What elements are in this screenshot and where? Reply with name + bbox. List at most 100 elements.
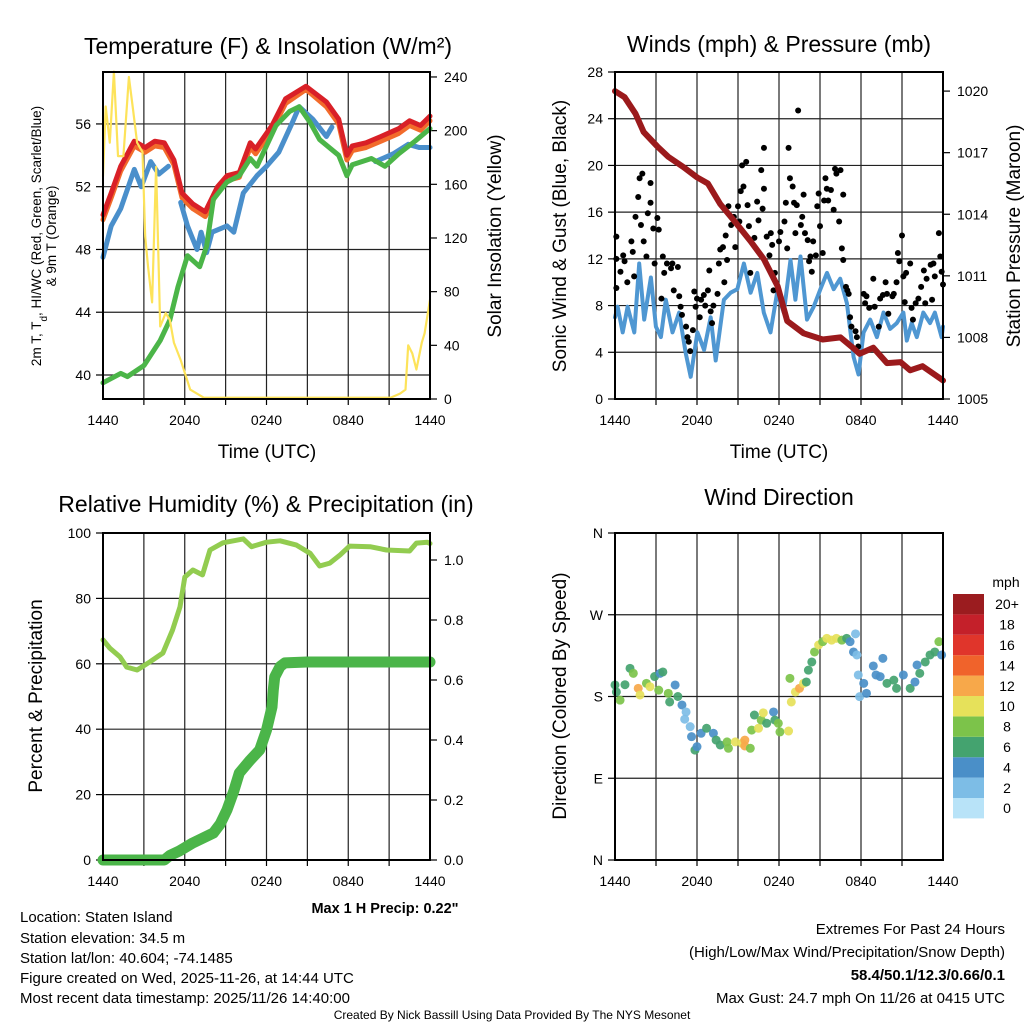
- x-tick-label: 1440: [927, 412, 958, 428]
- wind-direction-point: [934, 637, 944, 647]
- colorbar-swatch: [953, 696, 984, 717]
- gust-point: [631, 273, 638, 280]
- x-tick-label: 2040: [681, 873, 712, 889]
- right-y-tick-label: 120: [444, 230, 468, 246]
- gust-point: [769, 241, 776, 248]
- x-tick-label: 0240: [763, 873, 794, 889]
- gust-point: [863, 293, 870, 300]
- gust-point: [804, 237, 811, 244]
- gust-point: [696, 314, 703, 321]
- wind-direction-point: [845, 637, 855, 647]
- colorbar-label: 0: [1003, 800, 1011, 816]
- wind-direction-point: [859, 678, 869, 688]
- gust-point: [744, 202, 751, 209]
- info-elevation: Station elevation: 34.5 m: [20, 930, 185, 947]
- y-tick-label: E: [594, 770, 603, 786]
- gust-point: [650, 225, 657, 232]
- gust-point: [683, 323, 690, 330]
- info-recent-timestamp: Most recent data timestamp: 2025/11/26 1…: [20, 990, 350, 1007]
- wind-direction-point: [715, 740, 725, 750]
- gust-point: [676, 293, 683, 300]
- wind-direction-point: [749, 710, 759, 720]
- gust-point: [912, 300, 919, 307]
- gust-point: [806, 258, 813, 265]
- x-tick-label: 0840: [845, 873, 876, 889]
- gust-point: [862, 300, 869, 307]
- gust-point: [799, 213, 806, 220]
- station-info: Location: Staten Island Station elevatio…: [20, 909, 354, 1007]
- gust-point: [735, 203, 741, 210]
- right-y-tick-label: 0.4: [444, 732, 464, 748]
- wind-direction-point: [775, 727, 785, 737]
- gust-point: [907, 260, 914, 267]
- x-tick-label: 0840: [333, 412, 364, 428]
- gust-point: [674, 264, 681, 271]
- wind-direction-point: [730, 737, 740, 747]
- gust-point: [714, 290, 721, 297]
- gust-point: [931, 273, 938, 280]
- gust-point: [822, 175, 829, 182]
- extremes-info: Extremes For Past 24 Hours (High/Low/Max…: [689, 921, 1005, 1007]
- wind-direction-point: [852, 650, 862, 660]
- gust-point: [709, 320, 716, 327]
- gust-point: [620, 252, 627, 259]
- gust-point: [871, 303, 878, 310]
- colorbar-title: mph: [992, 574, 1019, 590]
- gust-point: [920, 267, 927, 274]
- gust-point: [908, 304, 915, 311]
- wind-direction-point: [685, 722, 695, 732]
- gust-point: [707, 308, 714, 315]
- x-tick-label: 2040: [169, 412, 200, 428]
- speed-colorbar: 0 2 4 6 8 10 12 14 16 18 20+: [953, 594, 1019, 819]
- gust-point: [840, 257, 847, 264]
- y-tick-label: 44: [75, 304, 91, 320]
- wind-direction-panel-title: Wind Direction: [704, 484, 854, 510]
- gust-point: [893, 279, 900, 286]
- x-tick-label: 0840: [333, 873, 364, 889]
- insolation-right-axis-title: Solar Insolation (Yellow): [485, 134, 506, 337]
- y-tick-label: 40: [75, 721, 91, 737]
- humidity-left-axis-title: Percent & Precipitation: [26, 599, 47, 792]
- max-gust: Max Gust: 24.7 mph On 11/26 at 0415 UTC: [716, 990, 1005, 1007]
- wind-direction-point: [658, 667, 668, 677]
- wind-direction-point: [920, 657, 930, 667]
- wind-direction-point: [803, 665, 813, 675]
- wind-direction-point: [628, 668, 638, 678]
- y-tick-label: 20: [75, 787, 91, 803]
- wind-direction-point: [853, 670, 863, 680]
- gust-point: [700, 292, 707, 299]
- gust-point: [812, 252, 819, 259]
- gust-point: [760, 185, 767, 192]
- y-tick-label: 8: [595, 298, 603, 314]
- gust-point: [845, 290, 852, 297]
- gust-point: [853, 334, 860, 341]
- colorbar-swatch: [953, 798, 984, 819]
- right-y-tick-label: 0.8: [444, 612, 464, 628]
- colorbar-label: 10: [999, 698, 1015, 714]
- x-tick-label: 0240: [251, 412, 282, 428]
- gust-point: [847, 314, 854, 321]
- wind-direction-point: [681, 707, 691, 717]
- right-y-tick-label: 80: [444, 284, 460, 300]
- colorbar-swatch: [953, 594, 984, 615]
- x-tick-label: 0240: [251, 873, 282, 889]
- wind-direction-point: [851, 629, 861, 639]
- wind-direction-point: [702, 723, 712, 733]
- x-tick-label: 1440: [87, 412, 118, 428]
- colorbar-label: 2: [1003, 780, 1011, 796]
- wind-direction-plot-frame: [614, 532, 944, 861]
- colorbar-label: 14: [999, 657, 1015, 673]
- credit-footer: Created By Nick Bassill Using Data Provi…: [334, 1008, 691, 1022]
- gust-point: [698, 296, 705, 303]
- wind-direction-point: [861, 688, 871, 698]
- extremes-title: Extremes For Past 24 Hours: [816, 921, 1005, 938]
- y-tick-label: 60: [75, 656, 91, 672]
- wind-direction-point: [810, 647, 820, 657]
- wind-direction-point: [910, 677, 920, 687]
- x-tick-label: 1440: [414, 412, 445, 428]
- wind-direction-point: [692, 742, 702, 752]
- colorbar-label: 20+: [995, 596, 1019, 612]
- gust-point: [661, 269, 668, 276]
- wind-left-axis-title: Sonic Wind & Gust (Blue, Black): [550, 100, 571, 372]
